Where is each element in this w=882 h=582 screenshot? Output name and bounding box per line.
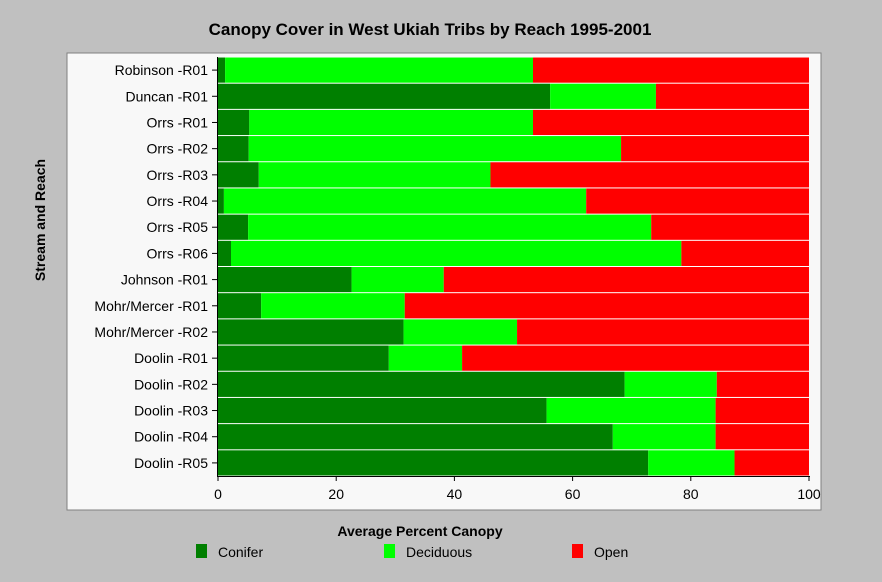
x-tick-labels: 0 20 40 60 80 100 <box>214 476 821 502</box>
y-tick-labels: Robinson -R01 Duncan -R01 Orrs -R01 Orrs -R… <box>94 62 217 471</box>
x-tick-label: 100 <box>797 486 821 502</box>
x-tick-label: 80 <box>683 486 699 502</box>
x-axis-title: Average Percent Canopy <box>337 523 502 539</box>
bar-open-4 <box>621 136 809 162</box>
bar-conifer-12 <box>218 345 389 371</box>
legend-swatch-deciduous <box>384 544 395 558</box>
bar-conifer-6 <box>218 188 224 214</box>
bar-open-1 <box>533 57 809 83</box>
bar-open-10 <box>404 293 809 319</box>
x-tick-label: 0 <box>214 486 222 502</box>
bar-open-7 <box>651 214 809 240</box>
bar-deciduous-6 <box>223 188 587 214</box>
legend-label-deciduous: Deciduous <box>406 544 472 560</box>
x-tick-label: 40 <box>447 486 463 502</box>
bar-open-15 <box>715 424 809 450</box>
bar-deciduous-7 <box>248 214 652 240</box>
legend-label-open: Open <box>594 544 628 560</box>
bar-conifer-16 <box>218 450 649 476</box>
y-tick-label: Doolin -R05 <box>134 455 208 471</box>
bar-deciduous-5 <box>258 162 491 188</box>
bar-conifer-14 <box>218 397 547 424</box>
y-tick-label: Orrs -R04 <box>147 193 209 209</box>
chart-title: Canopy Cover in West Ukiah Tribs by Reac… <box>209 20 652 39</box>
bar-deciduous-8 <box>231 240 682 266</box>
y-tick-label: Orrs -R03 <box>147 167 209 183</box>
y-tick-label: Johnson -R01 <box>121 272 208 288</box>
bar-open-2 <box>655 83 809 109</box>
bar-conifer-4 <box>218 136 249 162</box>
bar-deciduous-12 <box>388 345 463 371</box>
bar-open-5 <box>490 162 809 188</box>
bar-conifer-11 <box>218 319 404 345</box>
y-tick-label: Doolin -R01 <box>134 350 208 366</box>
bar-deciduous-10 <box>261 293 405 319</box>
bar-open-9 <box>443 267 809 293</box>
bars <box>218 57 809 476</box>
y-tick-label: Robinson -R01 <box>115 62 209 78</box>
bar-deciduous-3 <box>249 109 534 136</box>
bar-open-12 <box>462 345 809 371</box>
bar-deciduous-11 <box>403 319 518 345</box>
bar-deciduous-9 <box>351 267 444 293</box>
y-tick-label: Duncan -R01 <box>126 88 209 104</box>
y-tick-label: Orrs -R01 <box>147 114 209 130</box>
y-tick-label: Doolin -R02 <box>134 376 208 392</box>
bar-open-6 <box>586 188 809 214</box>
bar-open-16 <box>734 450 809 476</box>
bar-deciduous-4 <box>248 136 622 162</box>
bar-open-8 <box>681 240 809 266</box>
bar-conifer-1 <box>218 57 226 83</box>
x-tick-label: 60 <box>565 486 581 502</box>
y-axis-title: Stream and Reach <box>32 159 48 281</box>
bar-conifer-13 <box>218 371 625 397</box>
bar-conifer-8 <box>218 240 232 266</box>
bar-deciduous-15 <box>612 424 716 450</box>
bar-conifer-3 <box>218 109 250 136</box>
x-tick-label: 20 <box>328 486 344 502</box>
bar-deciduous-14 <box>546 397 716 424</box>
y-tick-label: Orrs -R05 <box>147 219 209 235</box>
bar-open-11 <box>517 319 809 345</box>
legend-swatch-open <box>572 544 583 558</box>
bar-open-14 <box>715 397 809 424</box>
bar-conifer-7 <box>218 214 249 240</box>
bar-deciduous-1 <box>225 57 534 83</box>
legend-label-conifer: Conifer <box>218 544 263 560</box>
legend: Conifer Deciduous Open <box>196 544 628 560</box>
y-tick-label: Doolin -R04 <box>134 429 208 445</box>
bar-open-13 <box>716 371 809 397</box>
bar-deciduous-13 <box>624 371 717 397</box>
legend-swatch-conifer <box>196 544 207 558</box>
bar-deciduous-2 <box>550 83 656 109</box>
y-tick-label: Mohr/Mercer -R01 <box>94 298 208 314</box>
y-tick-label: Orrs -R02 <box>147 141 209 157</box>
bar-conifer-10 <box>218 293 262 319</box>
bar-conifer-5 <box>218 162 259 188</box>
bar-conifer-15 <box>218 424 613 450</box>
bar-conifer-9 <box>218 267 352 293</box>
y-tick-label: Orrs -R06 <box>147 245 209 261</box>
bar-conifer-2 <box>218 83 551 109</box>
y-tick-label: Mohr/Mercer -R02 <box>94 324 208 340</box>
bar-deciduous-16 <box>648 450 735 476</box>
y-tick-label: Doolin -R03 <box>134 403 208 419</box>
bar-open-3 <box>533 109 809 136</box>
